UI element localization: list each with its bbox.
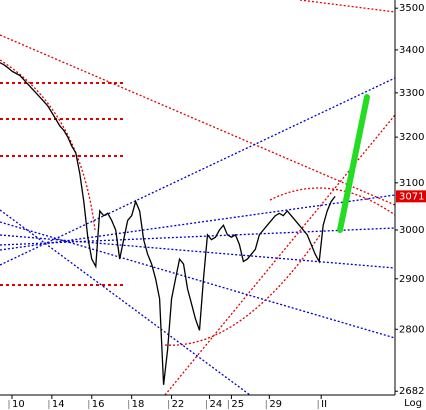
x-tick-label: 25 (231, 399, 244, 410)
fan-line (0, 221, 396, 339)
y-tick-label: 3400 (399, 45, 424, 56)
y-tick-label: 3300 (399, 88, 424, 99)
x-tick-label: 22 (172, 399, 185, 410)
last-value-label: 3071 (399, 191, 424, 202)
arc (269, 187, 396, 216)
y-tick-label: 3200 (399, 132, 424, 143)
y-tick-label: 2682 (399, 386, 424, 397)
x-tick-label: 14 (52, 399, 65, 410)
drawings (0, 0, 396, 396)
trend-line (299, 0, 396, 13)
x-tick-label: 10 (12, 399, 25, 410)
trend-line (164, 114, 396, 396)
last-value-box (396, 190, 426, 203)
x-tick-label: II (321, 399, 327, 410)
y-tick-label: 3100 (399, 178, 424, 189)
y-tick-label: 3500 (399, 3, 424, 14)
projection (337, 94, 370, 233)
x-tick-label: 24 (209, 399, 222, 410)
arc (0, 59, 96, 231)
fan-line (0, 194, 396, 251)
arc (164, 234, 321, 346)
y-tick-label: 3000 (399, 225, 424, 236)
y-tick-label: 2800 (399, 324, 424, 335)
fan-line (0, 227, 396, 246)
x-tick-label: 16 (92, 399, 105, 410)
x-tick-label: 29 (269, 399, 282, 410)
x-tick-label: 18 (132, 399, 145, 410)
fan-line (0, 77, 396, 266)
y-tick-label: 2900 (399, 274, 424, 285)
scale-label: Log (404, 398, 422, 409)
price-line (0, 62, 336, 385)
